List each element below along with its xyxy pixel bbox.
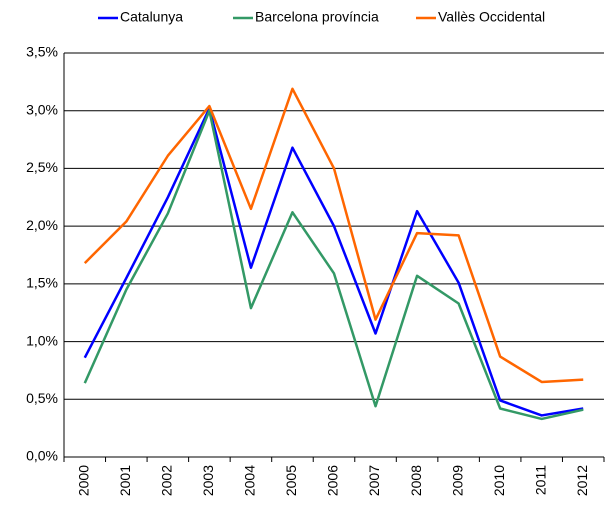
x-tick-label: 2007 xyxy=(366,465,382,496)
x-tick-label: 2002 xyxy=(159,465,175,496)
y-tick-label: 3,5% xyxy=(26,44,58,60)
x-tick-label: 2010 xyxy=(491,465,507,496)
y-tick-label: 1,0% xyxy=(26,332,58,348)
x-tick-label: 2006 xyxy=(325,465,341,496)
series-line xyxy=(83,109,584,421)
legend-label: Barcelona província xyxy=(255,9,379,25)
x-tick-label: 2003 xyxy=(200,465,216,496)
y-tick-label: 2,0% xyxy=(26,217,58,233)
x-tick-label: 2004 xyxy=(242,465,258,496)
x-tick-label: 2008 xyxy=(408,465,424,496)
series-line xyxy=(83,87,584,384)
x-tick-label: 2012 xyxy=(574,465,590,496)
legend-label: Vallès Occidental xyxy=(438,9,545,25)
x-tick-label: 2000 xyxy=(75,465,91,496)
y-tick-label: 0,5% xyxy=(26,390,58,406)
x-tick-label: 2011 xyxy=(532,465,548,495)
series-line xyxy=(83,107,584,417)
y-tick-label: 0,0% xyxy=(26,448,58,464)
x-tick-label: 2001 xyxy=(117,465,133,496)
x-tick-label: 2009 xyxy=(449,465,465,496)
y-tick-label: 3,0% xyxy=(26,101,58,117)
y-tick-label: 2,5% xyxy=(26,159,58,175)
x-tick-label: 2005 xyxy=(283,465,299,496)
legend-label: Catalunya xyxy=(120,9,183,25)
y-tick-label: 1,5% xyxy=(26,275,58,291)
